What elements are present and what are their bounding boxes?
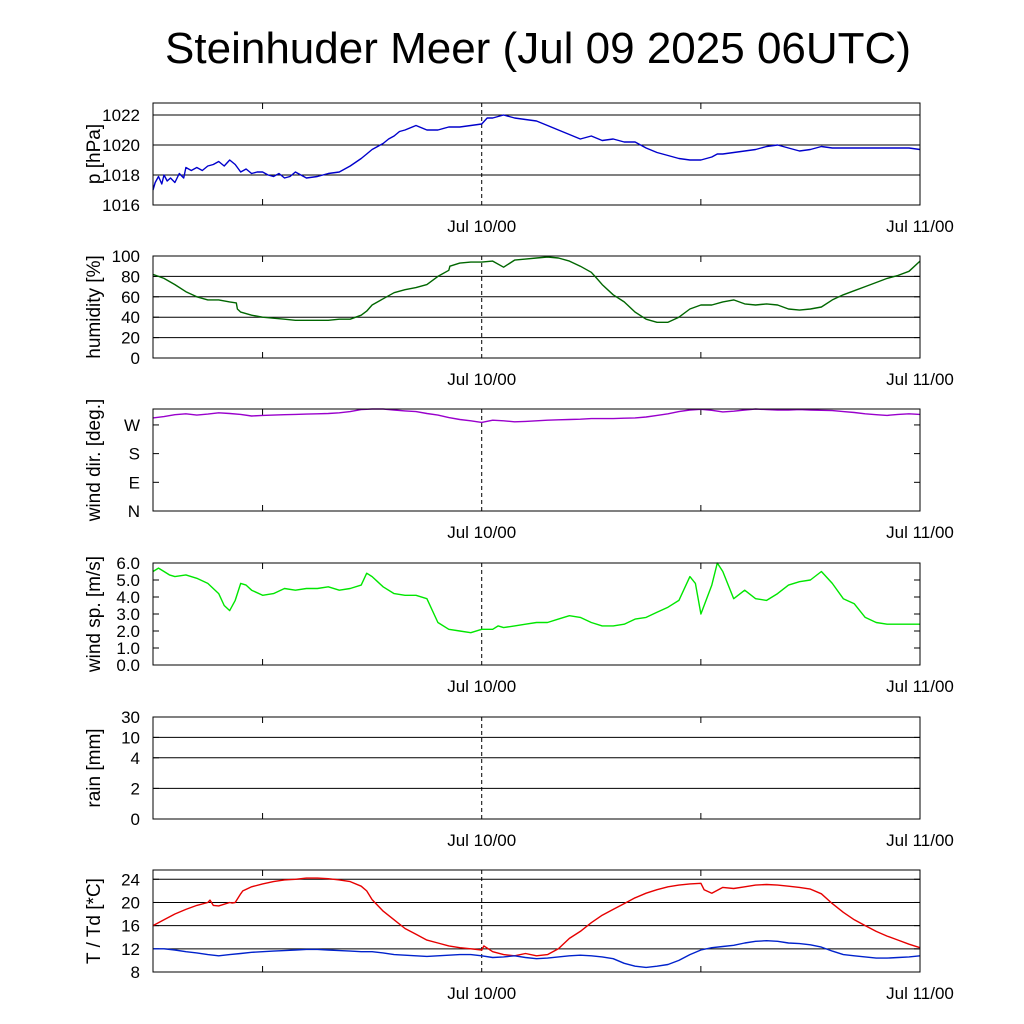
pressure-ytick-label: 1022 [102,106,140,125]
page-title: Steinhuder Meer (Jul 09 2025 06UTC) [165,24,911,73]
pressure-xlabel-jul11: Jul 11/00 [886,217,954,236]
temperature-frame [152,869,921,973]
windspeed-ytick-label: 1.0 [116,639,140,658]
windspeed-ylabel: wind sp. [m/s] [84,556,105,673]
windspeed-ytick-label: 2.0 [116,622,140,641]
humidity-series-0-line [152,256,921,323]
windspeed-frame [152,562,921,666]
windspeed-series-0-line [152,562,920,634]
humidity-ytick-label: 60 [121,288,140,307]
humidity-ylabel: humidity [%] [84,255,105,358]
temperature-ytick-label: 8 [131,963,140,982]
pressure-xlabel-jul10: Jul 10/00 [447,217,516,236]
humidity-ytick-label: 20 [121,329,140,348]
temperature-xlabel-jul11: Jul 11/00 [886,984,954,1003]
winddir-ytick-label: S [129,445,140,464]
temperature-ytick-label: 12 [121,940,140,959]
winddir-ytick-label: E [129,473,140,492]
winddir-ylabel: wind dir. [deg.] [84,399,105,523]
temperature-ytick-label: 24 [121,870,140,889]
winddir-xlabel-jul10: Jul 10/00 [447,523,516,542]
winddir-xlabel-jul11: Jul 11/00 [886,523,954,542]
rain-ytick-label: 10 [121,728,140,747]
rain-xlabel-jul10: Jul 10/00 [447,831,516,850]
humidity-frame [152,255,921,359]
windspeed-xlabel-jul10: Jul 10/00 [447,677,516,696]
pressure-ylabel: p [hPa] [84,124,105,184]
pressure-ytick-label: 1018 [102,166,140,185]
rain-ytick-label: 0 [131,810,140,829]
windspeed-ytick-label: 5.0 [116,571,140,590]
winddir-ytick-label: W [124,416,140,435]
windspeed-ytick-label: 6.0 [116,554,140,573]
pressure-frame [152,102,921,206]
rain-ylabel: rain [mm] [84,728,105,807]
rain-ytick-label: 2 [131,779,140,798]
winddir-series-0-line [152,408,921,424]
windspeed-xlabel-jul11: Jul 11/00 [886,677,954,696]
humidity-ytick-label: 100 [112,247,140,266]
humidity-xlabel-jul10: Jul 10/00 [447,370,516,389]
rain-xlabel-jul11: Jul 11/00 [886,831,954,850]
winddir-ytick-label: N [128,502,140,521]
pressure-ytick-label: 1016 [102,196,140,215]
temperature-ylabel: T / Td [*C] [84,878,105,964]
windspeed-ytick-label: 4.0 [116,588,140,607]
humidity-ytick-label: 40 [121,308,140,327]
humidity-ytick-label: 0 [131,349,140,368]
temperature-ytick-label: 16 [121,917,140,936]
rain-frame [152,716,921,820]
pressure-ytick-label: 1020 [102,136,140,155]
rain-ytick-label: 30 [121,708,140,727]
rain-ytick-label: 4 [131,749,140,768]
windspeed-ytick-label: 0.0 [116,656,140,675]
pressure-series-0-line [152,114,921,191]
temperature-series-0-line [152,877,921,957]
windspeed-ytick-label: 3.0 [116,605,140,624]
humidity-ytick-label: 80 [121,267,140,286]
temperature-xlabel-jul10: Jul 10/00 [447,984,516,1003]
humidity-xlabel-jul11: Jul 11/00 [886,370,954,389]
temperature-ytick-label: 20 [121,893,140,912]
temperature-series-1-line [153,940,921,969]
winddir-frame [152,408,921,512]
